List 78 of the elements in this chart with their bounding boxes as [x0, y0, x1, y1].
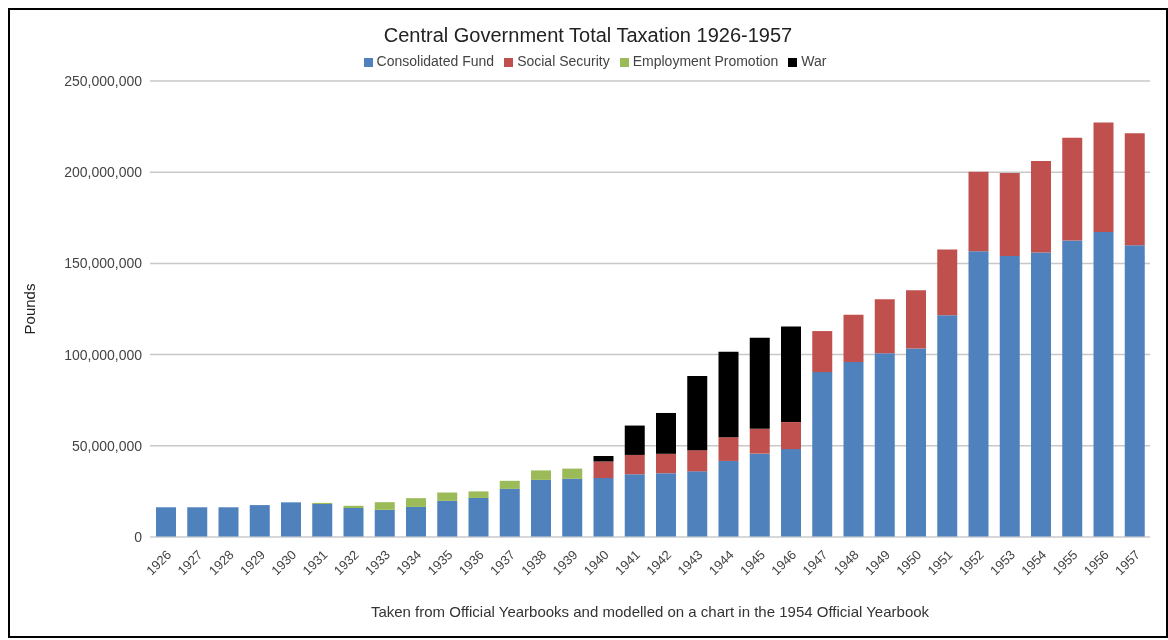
- bar: [874, 299, 895, 354]
- y-tick-label: 250,000,000: [64, 72, 143, 89]
- legend-label: Consolidated Fund: [376, 53, 495, 69]
- bar: [656, 473, 676, 537]
- bar: [624, 454, 645, 475]
- bar: [1031, 252, 1051, 537]
- bar: [1093, 122, 1114, 233]
- bar: [749, 428, 770, 454]
- bar: [249, 505, 270, 537]
- bar: [218, 507, 239, 537]
- bar: [343, 508, 364, 537]
- bar: [812, 372, 833, 537]
- bar: [781, 326, 801, 423]
- y-axis-title: Pounds: [21, 283, 39, 335]
- bar: [624, 425, 645, 455]
- bar: [874, 353, 895, 537]
- bar: [906, 290, 926, 349]
- bar: [687, 450, 708, 472]
- bar: [1124, 245, 1145, 537]
- bar: [968, 251, 989, 537]
- bar: [968, 171, 989, 252]
- legend-label: Social Security: [517, 53, 610, 69]
- bar: [562, 468, 583, 479]
- bar: [468, 491, 489, 498]
- bar: [999, 256, 1020, 537]
- legend-label: Employment Promotion: [632, 53, 779, 69]
- bar: [749, 337, 770, 429]
- y-tick-label: 100,000,000: [64, 346, 143, 363]
- bar: [843, 362, 864, 537]
- bar: [499, 488, 520, 537]
- bar: [281, 502, 301, 537]
- bar: [187, 507, 208, 537]
- bar: [531, 479, 551, 537]
- bar: [499, 480, 520, 489]
- bar: [374, 509, 395, 537]
- bar: [906, 348, 926, 537]
- bar: [687, 376, 708, 451]
- bar: [562, 478, 583, 537]
- bar: [531, 470, 551, 480]
- bar: [406, 506, 426, 537]
- bar: [843, 314, 864, 363]
- bar: [156, 507, 176, 537]
- bar: [343, 505, 364, 508]
- bar: [593, 456, 614, 462]
- bar: [593, 478, 614, 537]
- bar: [1124, 133, 1145, 246]
- y-tick-label: 150,000,000: [64, 255, 143, 272]
- bar: [468, 497, 489, 537]
- bar: [781, 449, 801, 537]
- y-tick-label: 0: [134, 528, 143, 545]
- chart-title: Central Government Total Taxation 1926-1957: [382, 24, 794, 47]
- bar: [624, 474, 645, 537]
- bar: [406, 498, 426, 507]
- bar: [718, 351, 739, 438]
- y-tick-label: 200,000,000: [64, 164, 143, 181]
- bar: [781, 422, 801, 450]
- y-tick-label: 50,000,000: [71, 437, 143, 454]
- bar: [312, 503, 333, 537]
- bar: [593, 461, 614, 479]
- bar: [656, 453, 676, 474]
- x-axis-title: Taken from Official Yearbooks and modelled on a chart in the 1954 Official Yearbook: [370, 603, 930, 620]
- bar: [718, 460, 739, 537]
- bar: [937, 315, 958, 537]
- bar: [1062, 240, 1083, 537]
- bar: [1031, 161, 1051, 253]
- legend-label: War: [801, 53, 827, 69]
- bar: [1062, 137, 1083, 241]
- bar: [749, 453, 770, 537]
- bar: [437, 492, 458, 501]
- bar: [374, 502, 395, 510]
- bar: [656, 412, 676, 454]
- bar: [999, 172, 1020, 257]
- bar: [718, 437, 739, 461]
- bar: [1093, 232, 1114, 537]
- bar: [937, 249, 958, 316]
- bar: [812, 331, 833, 373]
- bar: [687, 471, 708, 537]
- bar: [437, 500, 458, 537]
